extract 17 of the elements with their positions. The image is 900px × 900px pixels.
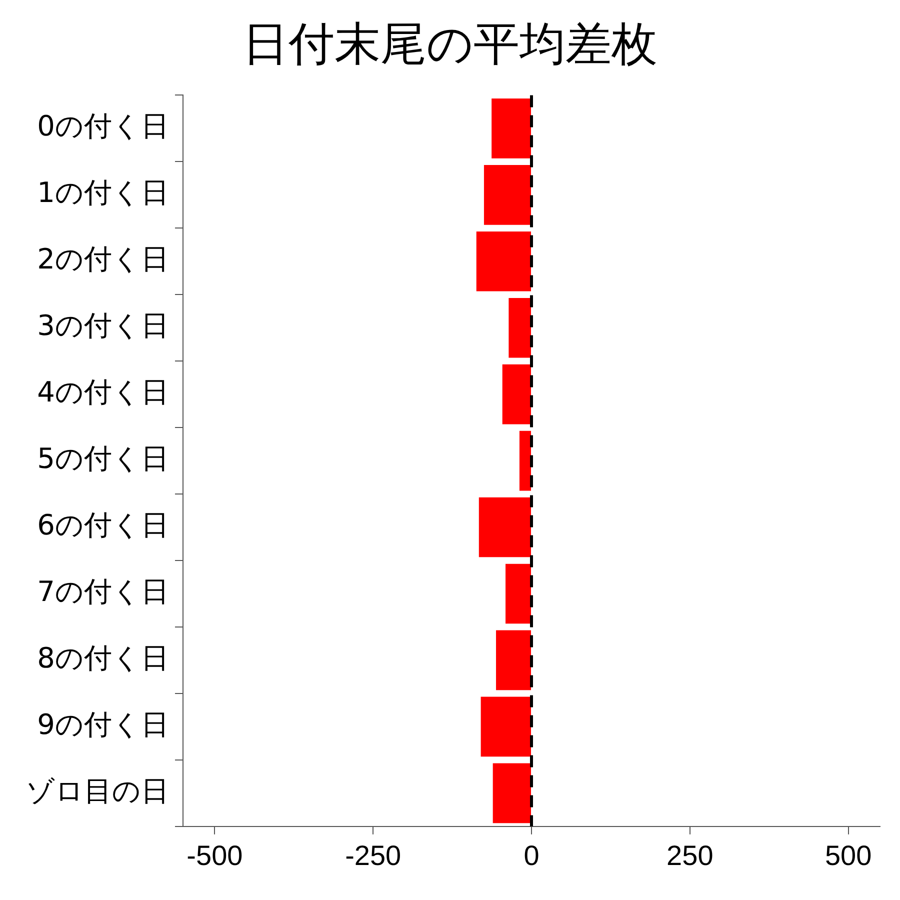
y-tick-label: 3の付く日 bbox=[37, 309, 169, 342]
x-tick-label: 500 bbox=[824, 840, 872, 871]
y-tick-label: 9の付く日 bbox=[37, 708, 169, 741]
y-tick-label: 5の付く日 bbox=[37, 442, 169, 476]
x-tick-label: 0 bbox=[524, 840, 540, 871]
x-tick-label: -250 bbox=[345, 840, 402, 871]
chart-title: 日付末尾の平均差枚 bbox=[242, 16, 658, 71]
y-tick-label: 8の付く日 bbox=[37, 642, 169, 674]
x-tick-label: -500 bbox=[186, 840, 243, 871]
y-tick-label: 4の付く日 bbox=[37, 376, 169, 409]
y-tick-label: 6の付く日 bbox=[37, 508, 169, 542]
y-tick-label: 0の付く日 bbox=[37, 110, 169, 143]
y-tick-label: 7の付く日 bbox=[37, 575, 169, 608]
y-tick-label: ゾロ目の日 bbox=[26, 774, 169, 808]
y-tick-label: 2の付く日 bbox=[37, 242, 169, 276]
x-tick-label: 250 bbox=[666, 840, 714, 871]
y-tick-label: 1の付く日 bbox=[37, 176, 169, 210]
